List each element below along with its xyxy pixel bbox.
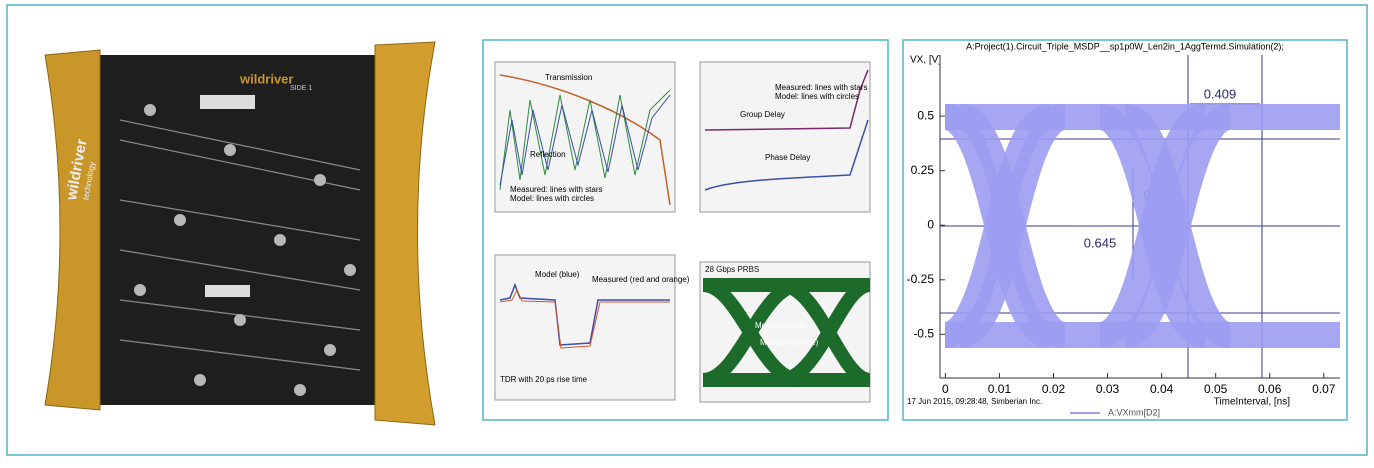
- annotation: Phase Delay: [765, 153, 810, 162]
- x-tick-label: 0.05: [1204, 382, 1228, 396]
- x-tick-label: 0: [942, 382, 949, 396]
- annotation: Model: lines with circles: [775, 92, 859, 101]
- y-tick-label: -0.5: [913, 327, 934, 341]
- y-tick-label: -0.25: [907, 272, 935, 286]
- annotation: Measured (red and orange): [592, 275, 690, 284]
- y-tick-label: 0.5: [917, 108, 934, 122]
- annotation: Reflection: [530, 150, 566, 159]
- annotation: Model: lines with circles: [510, 194, 594, 203]
- annotation: Group Delay: [740, 110, 785, 119]
- annotation: Measured: lines with stars: [510, 185, 602, 194]
- panel-border: [903, 40, 1347, 420]
- y-axis-label: VX, [V]: [910, 55, 941, 66]
- legend-label: A:VXmm[D2]: [1108, 407, 1160, 417]
- label-sticker: [205, 285, 250, 297]
- annotation: Transmission: [545, 73, 592, 82]
- x-tick-label: 0.07: [1312, 382, 1336, 396]
- x-tick-label: 0.01: [988, 382, 1012, 396]
- footer: 17 Jun 2015, 09:28:48, Simberian Inc.: [907, 397, 1042, 406]
- eye-diagram: A:Project(1).Circuit_Triple_MSDP__sp1p0W…: [903, 40, 1347, 420]
- board-brand: wildriver: [239, 71, 293, 86]
- y-tick-label: 0: [927, 217, 934, 231]
- measurement-label: 0.409: [1204, 86, 1237, 101]
- x-axis-label: TimeInterval, [ns]: [1214, 397, 1291, 408]
- label-sticker: [200, 95, 255, 109]
- x-tick-label: 0.03: [1096, 382, 1120, 396]
- x-tick-label: 0.06: [1258, 382, 1282, 396]
- annotation: Model (green): [755, 321, 805, 330]
- x-tick-label: 0.02: [1042, 382, 1066, 396]
- annotation: Measured: lines with stars: [775, 83, 867, 92]
- mini-charts-panel: Transmission Reflection Measured: lines …: [483, 40, 888, 420]
- y-tick-label: 0.25: [911, 163, 935, 177]
- annotation: 28 Gbps PRBS: [705, 265, 759, 274]
- annotation: Measured (blue): [760, 338, 819, 347]
- page: wildriver SIDE 1 wildriver technology Tr…: [0, 0, 1374, 463]
- annotation: Model (blue): [535, 270, 580, 279]
- measurement-label: 0.645: [1084, 235, 1117, 250]
- chart-title: A:Project(1).Circuit_Triple_MSDP__sp1p0W…: [966, 41, 1284, 51]
- board-photo: wildriver SIDE 1 wildriver technology: [45, 42, 435, 425]
- side-label: SIDE 1: [290, 85, 312, 92]
- annotation: TDR with 20 ps rise time: [500, 375, 588, 384]
- x-tick-label: 0.04: [1150, 382, 1174, 396]
